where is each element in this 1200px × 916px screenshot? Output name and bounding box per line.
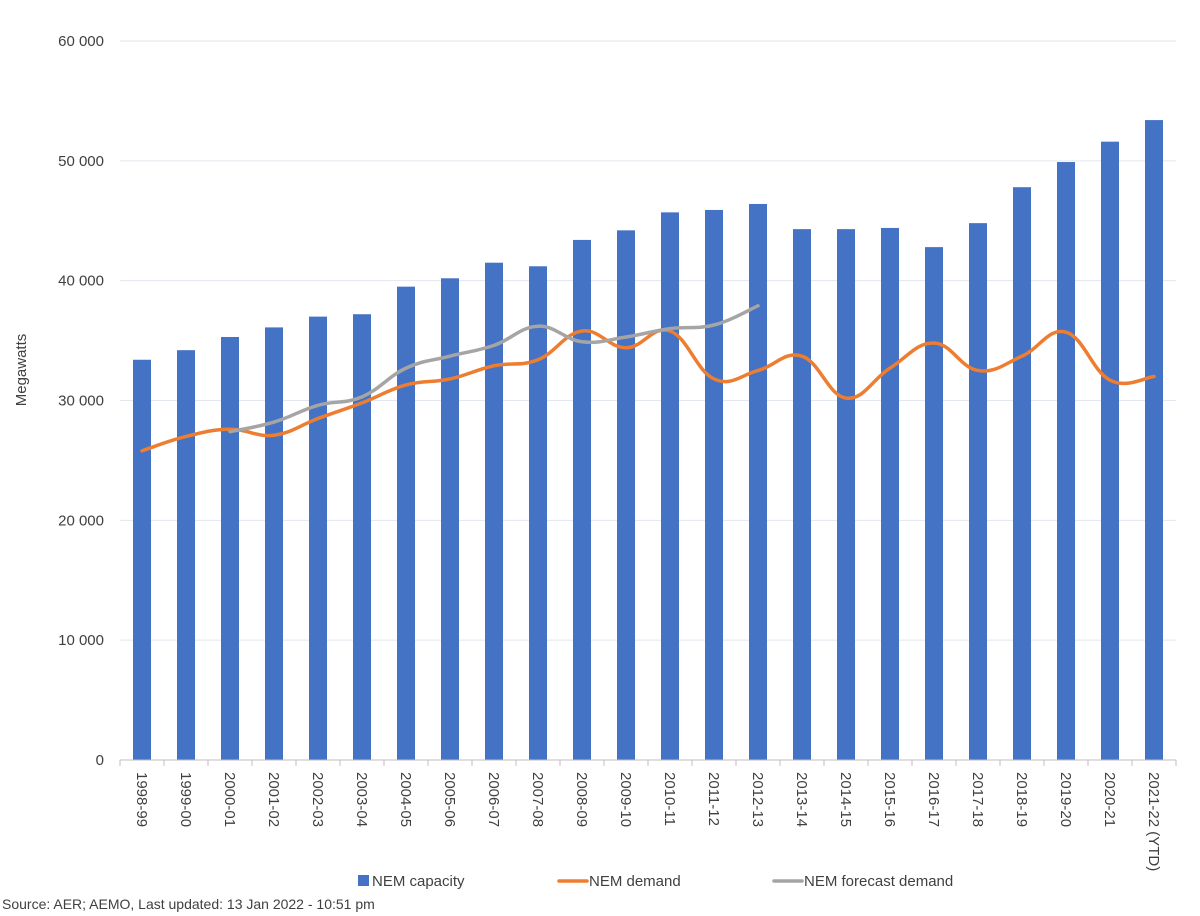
legend: NEM capacity NEM demand NEM forecast deman… — [358, 873, 953, 890]
legend-label-nem-forecast-demand: NEM forecast demand — [804, 873, 953, 890]
x-tick-label: 2009-10 — [617, 772, 634, 827]
legend-label-nem-demand: NEM demand — [589, 873, 681, 890]
y-tick-label: 20 000 — [58, 512, 104, 529]
bar — [705, 209, 723, 761]
x-tick-label: 2004-05 — [397, 772, 414, 827]
x-tick-label: 2010-11 — [661, 772, 678, 826]
x-tick-label: 2005-06 — [441, 772, 458, 827]
nem-demand-line — [140, 328, 1156, 453]
bar — [1101, 141, 1119, 760]
bar — [793, 229, 811, 761]
bar — [749, 203, 767, 760]
x-tick-label: 2008-09 — [573, 772, 590, 827]
bar — [925, 247, 943, 760]
bar — [309, 316, 327, 760]
x-tick-label: 2003-04 — [353, 772, 370, 827]
axes — [119, 759, 1177, 766]
bar — [617, 230, 635, 760]
bars — [133, 120, 1163, 761]
y-tick-label: 60 000 — [58, 33, 104, 50]
bar — [969, 223, 987, 760]
bar — [485, 262, 503, 760]
source-note: Source: AER; AEMO, Last updated: 13 Jan … — [2, 896, 375, 912]
x-tick-label: 2001-02 — [265, 772, 282, 827]
y-tick-labels: 0 10 000 20 000 30 000 40 000 50 000 60 000 — [58, 33, 104, 769]
x-tick-label: 2014-15 — [837, 772, 854, 827]
x-tick-label: 2013-14 — [793, 772, 810, 827]
bar — [265, 327, 283, 760]
bar — [397, 286, 415, 760]
x-tick-labels: 1998-99 1999-00 2000-01 2001-02 2002-03 2003-… — [133, 772, 1162, 871]
x-tick-label: 2017-18 — [969, 772, 986, 827]
legend-label-nem-capacity: NEM capacity — [372, 873, 465, 890]
x-tick-label: 2012-13 — [749, 772, 766, 827]
x-tick-label: 1999-00 — [177, 772, 194, 827]
x-tick-label: 2019-20 — [1057, 772, 1074, 827]
bar — [133, 359, 151, 760]
bar — [881, 227, 899, 760]
x-tick-label: 2000-01 — [221, 772, 238, 827]
y-tick-label: 30 000 — [58, 393, 104, 410]
bar — [837, 229, 855, 761]
x-tick-label: 2015-16 — [881, 772, 898, 827]
bar — [177, 350, 195, 760]
bar — [1013, 187, 1031, 761]
bar — [529, 266, 547, 760]
bar — [1145, 120, 1163, 761]
bar — [221, 336, 239, 760]
bar — [573, 239, 591, 760]
x-tick-label: 2007-08 — [529, 772, 546, 827]
x-tick-label: 2021-22 (YTD) — [1145, 772, 1162, 871]
x-tick-label: 2018-19 — [1013, 772, 1030, 827]
x-tick-label: 2016-17 — [925, 772, 942, 827]
bar — [661, 212, 679, 760]
x-tick-label: 2002-03 — [309, 772, 326, 827]
nem-forecast-demand-line — [228, 304, 760, 434]
y-tick-label: 10 000 — [58, 632, 104, 649]
bar — [441, 278, 459, 760]
legend-swatch-nem-capacity — [358, 875, 369, 886]
y-tick-label: 0 — [96, 752, 104, 769]
bar — [1057, 162, 1075, 760]
x-tick-label: 1998-99 — [133, 772, 150, 827]
x-tick-label: 2011-12 — [705, 772, 722, 826]
y-tick-label: 40 000 — [58, 273, 104, 290]
gridlines — [120, 40, 1176, 641]
y-axis-label: Megawatts — [13, 334, 30, 407]
y-tick-label: 50 000 — [58, 153, 104, 170]
x-tick-label: 2006-07 — [485, 772, 502, 827]
x-tick-label: 2020-21 — [1101, 772, 1118, 827]
series-lines — [140, 304, 1156, 453]
bar — [353, 314, 371, 760]
